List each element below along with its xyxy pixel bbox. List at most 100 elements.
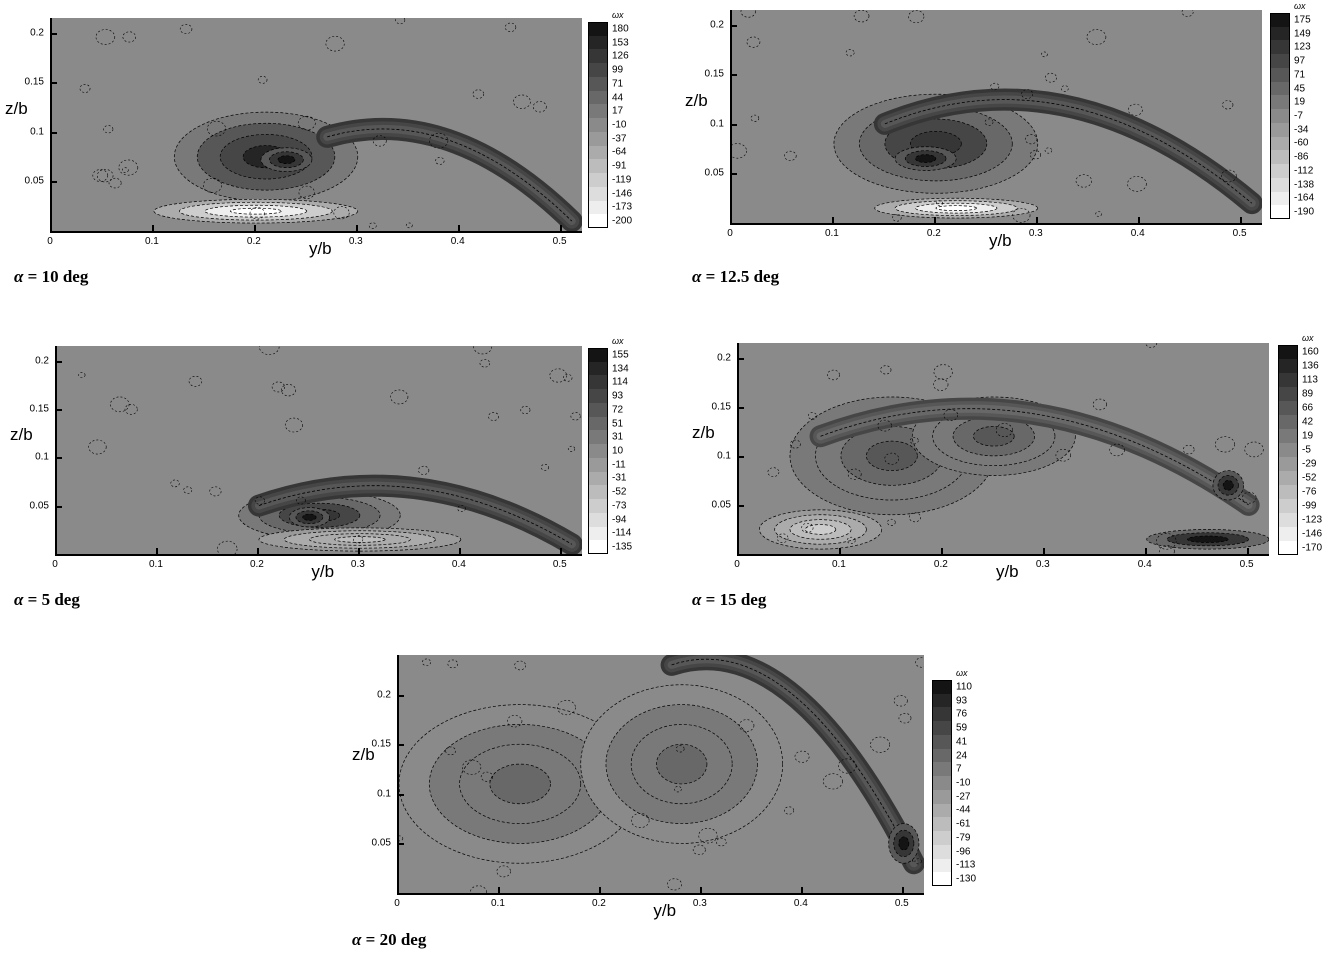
noise-contour: [457, 505, 466, 512]
legend-level-label: 72: [612, 404, 624, 416]
noise-contour: [570, 412, 581, 421]
contour-line: [258, 485, 573, 545]
noise-contour: [540, 464, 550, 471]
y-tick-mark: [55, 408, 62, 411]
x-tick-mark: [151, 225, 154, 231]
x-tick-mark: [1144, 548, 1147, 554]
legend-swatch: [588, 348, 608, 362]
noise-contour: [488, 412, 499, 421]
legend-swatch: [588, 200, 608, 215]
contour-field: [399, 655, 924, 893]
contour-line: [820, 408, 1249, 506]
legend-title: ωx: [956, 668, 968, 678]
noise-contour: [103, 125, 114, 134]
noise-contour: [97, 169, 114, 183]
noise-contour: [784, 150, 797, 161]
legend-swatch: [932, 693, 952, 708]
noise-contour: [435, 157, 445, 165]
y-tick-label: 0.1: [717, 450, 731, 462]
legend-swatch: [1278, 387, 1298, 401]
legend-level-label: -60: [1294, 137, 1309, 149]
noise-contour: [179, 24, 193, 35]
x-tick-mark: [497, 887, 500, 893]
y-tick-mark: [737, 357, 744, 360]
noise-contour: [1221, 169, 1237, 183]
legend-level-label: 160: [1302, 346, 1319, 358]
legend-level-label: -112: [1294, 165, 1314, 177]
noise-contour: [908, 512, 921, 523]
vortex-contour: [866, 440, 918, 471]
y-tick-label: 0.2: [377, 689, 391, 701]
noise-contour: [78, 372, 86, 378]
legend-level-label: 10: [612, 445, 624, 457]
legend-swatch: [588, 389, 608, 403]
x-tick-label: 0.5: [1239, 559, 1254, 570]
legend-swatch: [1278, 513, 1298, 527]
sheet-contour: [935, 205, 977, 211]
noise-contour: [845, 49, 855, 57]
legend-level-label: 155: [612, 349, 629, 361]
y-tick-label: 0.1: [30, 126, 44, 138]
noise-contour: [480, 771, 494, 782]
noise-contour: [281, 384, 297, 397]
legend-level-label: -27: [956, 791, 971, 803]
x-tick-label: 0.3: [1035, 559, 1050, 570]
y-tick-label: 0.1: [35, 451, 49, 463]
legend-swatch: [588, 444, 608, 458]
legend-swatch: [1270, 26, 1290, 41]
legend-level-label: -31: [612, 472, 627, 484]
legend-level-label: 153: [612, 37, 629, 49]
noise-contour: [776, 533, 789, 543]
x-tick-mark: [457, 225, 460, 231]
y-axis-label: z/b: [685, 90, 708, 110]
legend-level-label: 136: [1302, 360, 1319, 372]
x-tick-label: 0.1: [824, 228, 839, 239]
legend-level-label: 134: [612, 363, 629, 375]
core-contour: [915, 154, 937, 163]
legend-swatch: [1270, 205, 1290, 219]
legend-level-label: 17: [612, 105, 624, 117]
x-tick-mark: [559, 548, 562, 554]
y-tick-mark: [397, 843, 404, 846]
x-tick-mark: [800, 887, 803, 893]
caption-text: = 5 deg: [23, 590, 80, 609]
x-tick-mark: [357, 548, 360, 554]
y-tick-mark: [730, 123, 737, 126]
noise-contour: [846, 536, 856, 544]
y-tick-label: 0.15: [24, 76, 44, 88]
y-tick-mark: [730, 24, 737, 27]
x-tick-mark: [737, 548, 739, 554]
legend-swatch: [1270, 40, 1290, 55]
x-tick-label: 0.1: [144, 236, 159, 247]
legend-swatch: [932, 858, 952, 873]
noise-contour: [1159, 545, 1175, 554]
legend-level-label: -73: [612, 500, 627, 512]
contour-field: [732, 10, 1262, 223]
legend-swatch: [588, 471, 608, 486]
vortex-contour: [656, 743, 708, 785]
x-tick-label: 0.1: [831, 559, 846, 570]
contour-line: [327, 128, 573, 222]
legend-level-label: -86: [1294, 151, 1309, 163]
noise-contour: [984, 118, 994, 126]
sheet-contour: [804, 524, 837, 535]
noise-contour: [827, 369, 840, 381]
contour-legend: ωx 155 134 114 93 72 51 31 10 -11 -31 -52 -73 -94 -114…: [588, 336, 636, 554]
y-tick-mark: [737, 406, 744, 409]
noise-contour: [1244, 441, 1264, 458]
noise-contour: [1021, 89, 1034, 99]
panel-caption: α = 5 deg: [14, 590, 80, 610]
legend-level-label: 24: [956, 750, 968, 762]
legend-level-label: 71: [1294, 69, 1306, 81]
legend-swatch: [588, 416, 608, 431]
noise-contour: [496, 865, 511, 878]
y-tick-label: 0.15: [371, 738, 391, 750]
noise-contour: [92, 169, 109, 182]
y-tick-mark: [730, 74, 737, 77]
legend-swatch: [588, 526, 608, 541]
legend-swatch: [932, 734, 952, 749]
legend-swatch: [1278, 401, 1298, 415]
legend-level-label: -10: [612, 119, 627, 131]
noise-contour: [990, 82, 1000, 91]
x-tick-label: 0.4: [451, 559, 466, 570]
